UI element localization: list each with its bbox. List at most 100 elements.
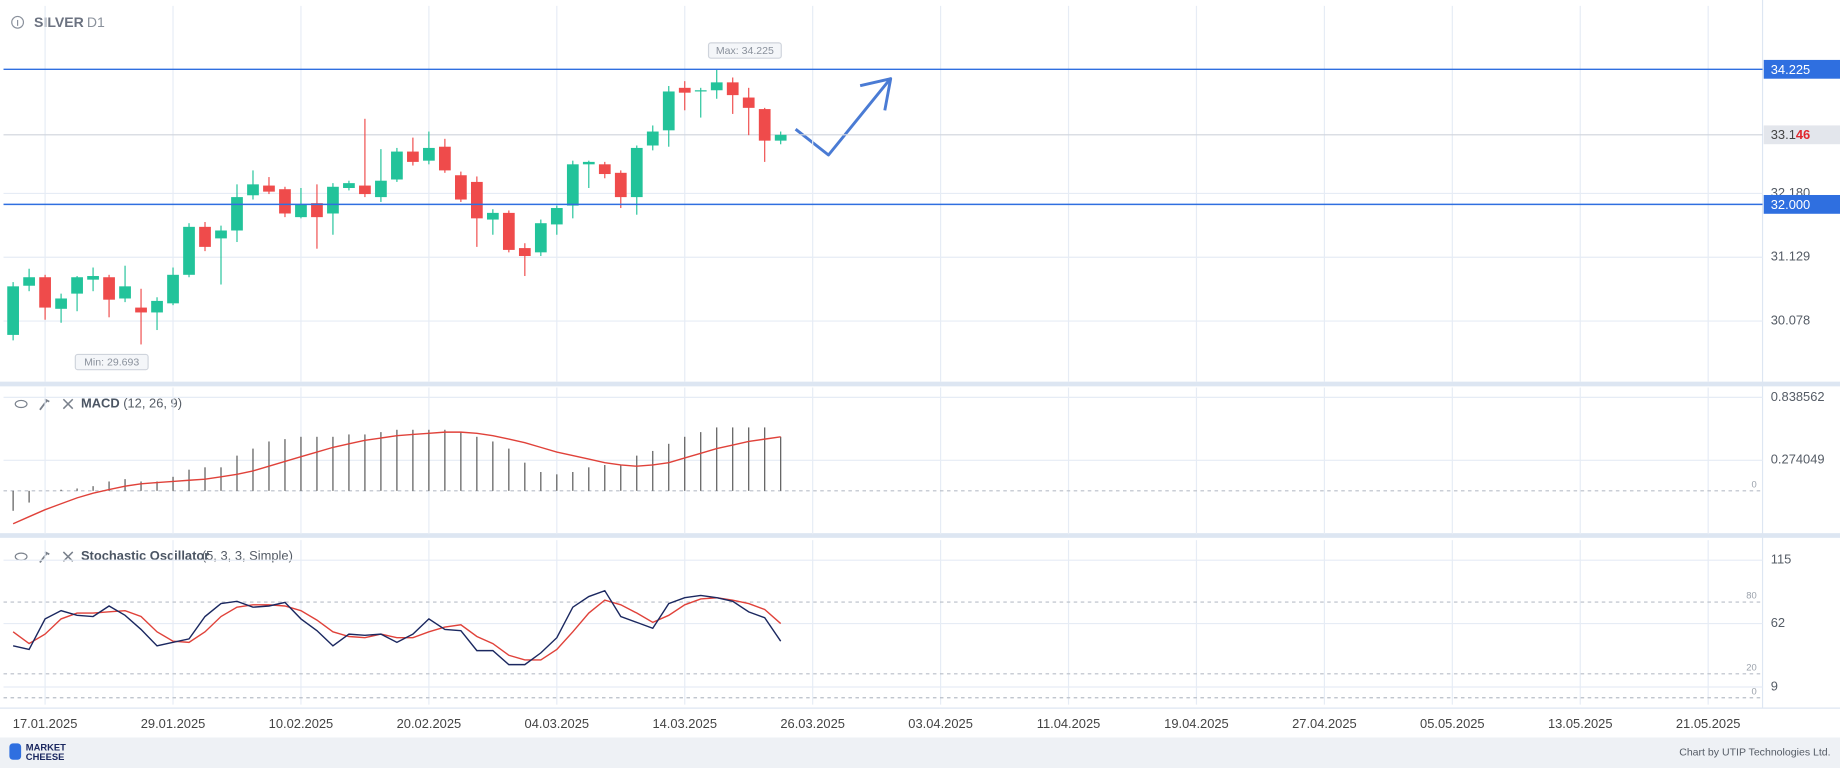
close-icon[interactable]: [62, 398, 74, 410]
candle-body: [423, 147, 435, 161]
x-tick-label: 11.04.2025: [1037, 716, 1101, 731]
annotation: Min: 29.693: [84, 356, 139, 368]
timeframe: D1: [87, 14, 105, 30]
x-tick-label: 29.01.2025: [141, 716, 206, 731]
x-tick-label: 03.04.2025: [908, 716, 973, 731]
logo-mark: [9, 743, 22, 760]
candle-body: [758, 109, 771, 141]
candle-body: [694, 90, 707, 92]
y-tick-label: 0.274049: [1771, 452, 1825, 467]
candle-body: [726, 82, 739, 96]
candle-body: [742, 97, 755, 108]
x-tick-label: 17.01.2025: [13, 716, 78, 731]
stoch-line: [12, 589, 782, 666]
annotation-box: [74, 353, 149, 371]
candle-body: [23, 277, 35, 286]
candle-body: [710, 82, 723, 91]
drawn-arrow: [794, 77, 893, 157]
candle-body: [359, 185, 371, 195]
y-tick-label: 0.838562: [1771, 389, 1825, 404]
price-major: 33.1: [1771, 127, 1796, 142]
credit: Chart by UTIP Technologies Ltd.: [1679, 747, 1830, 759]
y-tick-label: 9: [1771, 678, 1778, 693]
candle-body: [183, 226, 195, 275]
signal-line: [12, 431, 781, 525]
candle-body: [439, 146, 451, 171]
candle-body: [375, 180, 387, 198]
level-label: 0: [1751, 685, 1756, 696]
y-tick-label: 30.078: [1771, 312, 1810, 327]
candle-body: [455, 175, 467, 200]
candle-body: [295, 204, 307, 218]
x-tick-label: 20.02.2025: [397, 716, 462, 731]
x-tick-label: 21.05.2025: [1676, 716, 1741, 731]
candle-body: [678, 87, 691, 93]
candle-body: [215, 230, 227, 239]
candle-body: [582, 161, 595, 165]
x-tick-label: 05.05.2025: [1420, 716, 1485, 731]
candle-body: [263, 185, 275, 192]
candle-body: [167, 274, 179, 304]
level-box: [1763, 194, 1840, 214]
candle-body: [151, 300, 163, 313]
x-tick-label: 10.02.2025: [269, 716, 334, 731]
x-tick-label: 26.03.2025: [780, 716, 845, 731]
candle-body: [55, 298, 67, 309]
candle-body: [7, 286, 19, 335]
annotation: Max: 34.225: [716, 45, 774, 57]
arrow-head: [859, 77, 893, 111]
x-tick-label: 27.04.2025: [1292, 716, 1357, 731]
indicator-name: Stochastic Oscillator: [81, 548, 209, 563]
candle-body: [502, 212, 515, 250]
eye-icon[interactable]: [14, 399, 28, 409]
info-icon[interactable]: [11, 15, 25, 29]
candle-body: [566, 164, 579, 206]
candle-body: [103, 277, 115, 300]
panel-separator: [0, 381, 1840, 387]
logo-text: MARKET: [26, 742, 66, 753]
indicator-name: MACD: [81, 395, 120, 410]
candle-body: [327, 186, 339, 214]
candle-body: [614, 172, 627, 198]
candle-body: [87, 276, 99, 280]
y-tick-label: 31.129: [1771, 249, 1810, 264]
candle-body: [407, 151, 419, 162]
candle-body: [550, 208, 563, 225]
symbol: SILVER: [34, 14, 84, 30]
candle-body: [311, 203, 323, 218]
y-tick-label: 115: [1771, 552, 1792, 567]
footer-bar: [0, 737, 1840, 768]
candle-body: [135, 307, 147, 313]
candle-body: [774, 134, 787, 141]
candle-body: [470, 181, 483, 219]
candle-body: [534, 223, 547, 253]
stoch-line: [12, 597, 782, 661]
indicator-params: (12, 26, 9): [123, 395, 182, 410]
x-tick-label: 04.03.2025: [525, 716, 590, 731]
panel-separator: [0, 533, 1840, 538]
level-box: [1763, 59, 1840, 79]
level-label: 32.000: [1771, 197, 1810, 212]
forecast-arrow: [794, 78, 891, 157]
candle-body: [646, 131, 659, 146]
candle-body: [343, 183, 355, 188]
candle-body: [518, 248, 531, 256]
level-label: 0: [1751, 478, 1756, 489]
candle-body: [119, 286, 131, 299]
level-label: 20: [1746, 661, 1756, 672]
candle-body: [39, 277, 51, 308]
x-tick-label: 14.03.2025: [652, 716, 717, 731]
current-price-label: 33.146: [1771, 127, 1810, 142]
logo-text: CHEESE: [26, 751, 65, 762]
candle-body: [391, 151, 403, 180]
annotation-box: [707, 42, 782, 59]
price-minor: 46: [1796, 127, 1810, 142]
candle-body: [662, 91, 675, 131]
candle-body: [630, 147, 643, 198]
candle-body: [199, 226, 211, 247]
x-tick-label: 19.04.2025: [1164, 716, 1229, 731]
candle-body: [279, 189, 291, 214]
x-tick-label: 13.05.2025: [1548, 716, 1613, 731]
